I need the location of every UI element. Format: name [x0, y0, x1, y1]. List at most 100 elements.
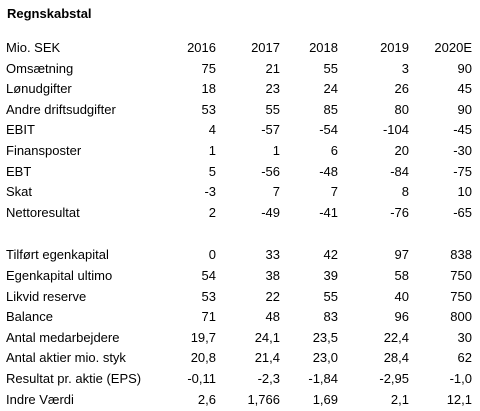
row-value: 20	[394, 142, 409, 158]
row-value: 53	[201, 101, 216, 117]
row-value: -1,84	[308, 370, 338, 386]
table-row: Egenkapital ultimo 54 38 39 58 750	[6, 266, 472, 287]
row-value: 2,6	[197, 391, 216, 407]
row-value: -41	[319, 204, 338, 220]
row-value: 24	[323, 81, 338, 97]
header-year: 2018	[309, 40, 338, 55]
financial-table: Mio. SEK 2016 2017 2018 2019 2020E Omsæt…	[6, 38, 472, 410]
row-value: -76	[390, 204, 409, 220]
row-value: 23	[265, 81, 280, 97]
row-value: -57	[261, 122, 280, 138]
table-row: Indre Værdi 2,6 1,766 1,69 2,1 12,1	[6, 390, 472, 411]
row-value: 30	[457, 329, 472, 345]
row-value: 42	[323, 247, 338, 263]
row-value: 80	[394, 101, 409, 117]
row-value: -75	[453, 163, 472, 179]
row-value: -45	[453, 122, 472, 138]
row-label: Indre Værdi	[6, 391, 74, 407]
row-value: 55	[323, 60, 338, 76]
row-value: 0	[208, 247, 216, 263]
row-value: 1,69	[312, 391, 338, 407]
row-value: 53	[201, 288, 216, 304]
row-label: Antal medarbejdere	[6, 329, 120, 345]
row-value: 12,1	[446, 391, 472, 407]
table-row: Antal aktier mio. styk 20,8 21,4 23,0 28,4 62	[6, 348, 472, 369]
row-label: Antal aktier mio. styk	[6, 350, 126, 366]
row-value: 90	[457, 101, 472, 117]
row-value: 71	[201, 309, 216, 325]
row-value: -56	[261, 163, 280, 179]
balance-section: Tilført egenkapital 0 33 42 97 838 Egenkapital…	[6, 245, 472, 410]
row-value: 55	[323, 288, 338, 304]
row-value: 21,4	[254, 350, 280, 366]
row-value: 8	[401, 184, 409, 200]
table-row: Andre driftsudgifter 53 55 85 80 90	[6, 100, 472, 121]
row-value: 26	[394, 81, 409, 97]
row-value: 10	[457, 184, 472, 200]
row-value: 1,766	[247, 391, 280, 407]
row-value: 838	[450, 247, 472, 263]
row-value: 24,1	[254, 329, 280, 345]
row-value: 45	[457, 81, 472, 97]
row-value: 22,4	[383, 329, 409, 345]
row-value: 1	[272, 142, 280, 158]
header-label: Mio. SEK	[6, 40, 61, 55]
row-value: -0,11	[187, 370, 216, 386]
row-value: 28,4	[383, 350, 409, 366]
table-row: Resultat pr. aktie (EPS) -0,11 -2,3 -1,84 -2…	[6, 369, 472, 390]
row-value: 21	[265, 60, 280, 76]
header-year: 2019	[380, 40, 409, 55]
row-value: 5	[208, 163, 216, 179]
row-value: -48	[319, 163, 338, 179]
row-value: -2,95	[379, 370, 409, 386]
table-header-row: Mio. SEK 2016 2017 2018 2019 2020E	[6, 38, 472, 59]
row-label: Tilført egenkapital	[6, 247, 109, 263]
row-label: Egenkapital ultimo	[6, 267, 113, 283]
row-label: Omsætning	[6, 60, 74, 76]
table-row: Finansposter 1 1 6 20 -30	[6, 141, 472, 162]
row-value: 7	[330, 184, 338, 200]
header-year: 2020E	[434, 40, 472, 55]
row-value: 22	[265, 288, 280, 304]
row-value: 54	[201, 267, 216, 283]
row-value: -1,0	[449, 370, 472, 386]
row-value: 23,0	[312, 350, 338, 366]
row-value: 83	[323, 309, 338, 325]
row-value: -84	[390, 163, 409, 179]
row-value: 23,5	[312, 329, 338, 345]
row-value: 38	[265, 267, 280, 283]
table-row: EBT 5 -56 -48 -84 -75	[6, 162, 472, 183]
header-year: 2017	[251, 40, 280, 55]
table-row: Omsætning 75 21 55 3 90	[6, 59, 472, 80]
row-value: -49	[261, 204, 280, 220]
row-value: 3	[401, 60, 409, 76]
table-title: Regnskabstal	[7, 6, 92, 21]
row-value: 19,7	[190, 329, 216, 345]
table-row: Balance 71 48 83 96 800	[6, 307, 472, 328]
row-value: 75	[201, 60, 216, 76]
row-value: 18	[201, 81, 216, 97]
row-value: 750	[450, 288, 472, 304]
income-statement-section: Omsætning 75 21 55 3 90 Lønudgifter 18 23 24 26 45 A…	[6, 59, 472, 224]
row-value: 800	[450, 309, 472, 325]
row-value: 20,8	[190, 350, 216, 366]
row-value: 4	[208, 122, 216, 138]
row-value: -3	[204, 184, 216, 200]
row-value: -65	[453, 204, 472, 220]
table-row: Likvid reserve 53 22 55 40 750	[6, 287, 472, 308]
row-label: Likvid reserve	[6, 288, 87, 304]
row-value: 6	[330, 142, 338, 158]
row-value: 33	[265, 247, 280, 263]
row-value: 48	[265, 309, 280, 325]
row-value: -30	[453, 142, 472, 158]
row-label: Andre driftsudgifter	[6, 101, 116, 117]
row-value: 62	[457, 350, 472, 366]
row-value: 90	[457, 60, 472, 76]
row-value: 2,1	[390, 391, 409, 407]
row-label: Finansposter	[6, 142, 82, 158]
row-value: -2,3	[257, 370, 280, 386]
table-row: Antal medarbejdere 19,7 24,1 23,5 22,4 30	[6, 328, 472, 349]
row-value: 39	[323, 267, 338, 283]
row-value: 85	[323, 101, 338, 117]
